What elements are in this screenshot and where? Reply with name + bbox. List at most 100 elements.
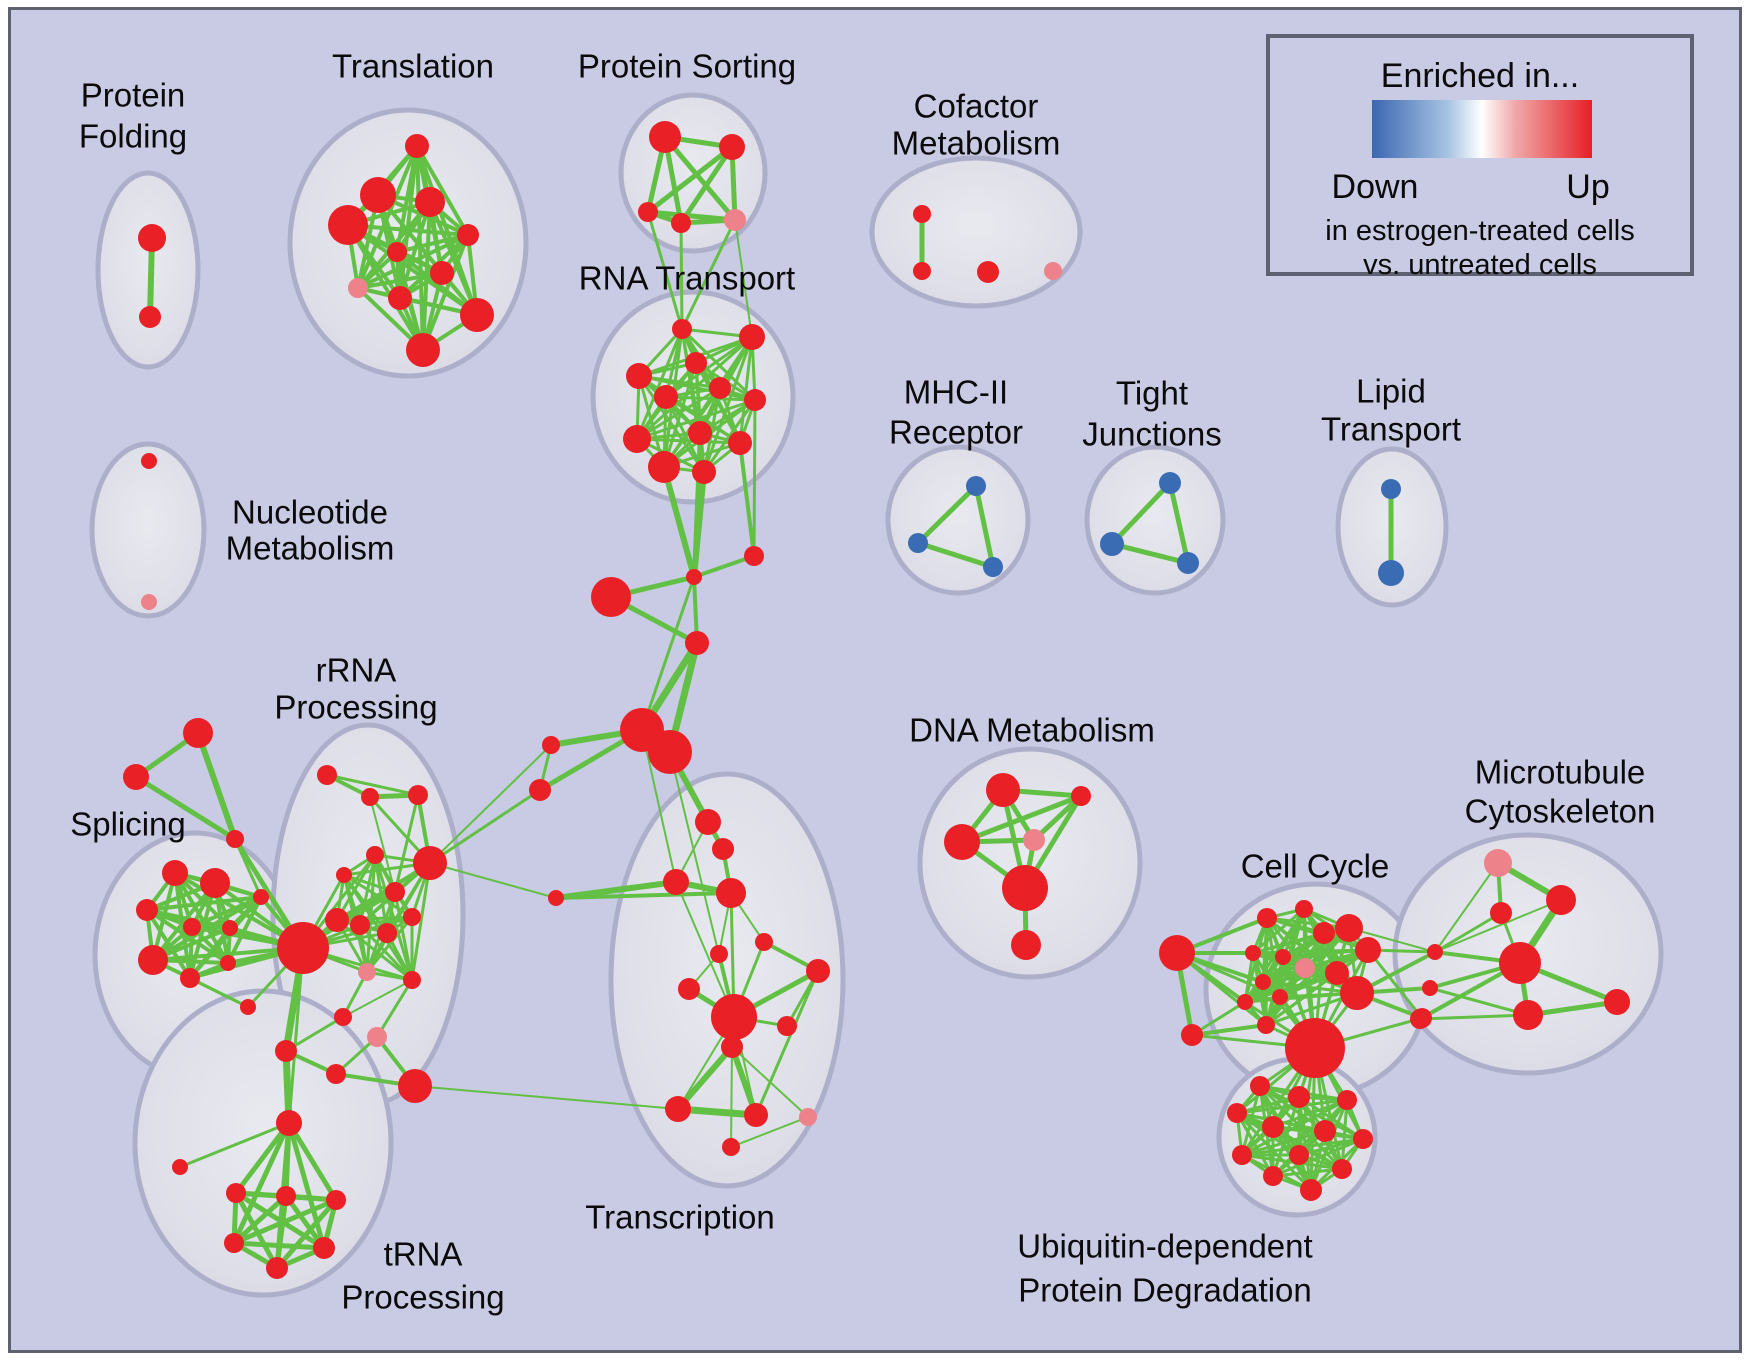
network-edge <box>1109 480 1173 547</box>
node-t12 <box>665 1096 691 1122</box>
node-nm1 <box>141 453 157 469</box>
node-tr2 <box>360 177 396 213</box>
network-edge <box>1434 862 1499 953</box>
network-edge <box>702 398 757 474</box>
cluster-label-cell-cycle: Cell Cycle <box>1241 848 1390 885</box>
node-cc16 <box>1257 1016 1275 1034</box>
node-mh3 <box>983 557 1003 577</box>
node-t7 <box>806 959 830 983</box>
node-cc3 <box>1257 908 1277 928</box>
node-cn3 <box>744 546 764 566</box>
legend-title: Enriched in... <box>1381 57 1579 95</box>
node-t2 <box>712 838 734 860</box>
cluster-label-dna-metabolism: DNA Metabolism <box>909 712 1155 749</box>
node-p4 <box>326 1064 346 1084</box>
network-edge <box>738 441 756 558</box>
node-s7 <box>138 945 168 975</box>
network-edge <box>346 223 425 352</box>
cluster-label-nucleotide-metabolism: Metabolism <box>226 530 395 567</box>
node-t4 <box>716 878 746 908</box>
node-m5 <box>1427 944 1443 960</box>
node-s9 <box>220 955 236 971</box>
network-edge <box>286 1120 339 1203</box>
cluster-label-protein-folding: Protein <box>81 77 186 114</box>
network-edge <box>754 969 820 1117</box>
node-m1 <box>1484 849 1512 877</box>
node-s4 <box>183 918 201 936</box>
node-rt8 <box>688 421 712 445</box>
node-hub2 <box>1285 1018 1345 1078</box>
node-lp2 <box>1378 560 1404 586</box>
node-cn6 <box>648 730 692 774</box>
node-rt9 <box>623 425 651 453</box>
network-edge <box>730 1116 809 1148</box>
node-tj1 <box>1159 472 1181 494</box>
node-m4 <box>1499 942 1541 984</box>
node-u5 <box>1262 1116 1284 1138</box>
node-p1 <box>367 1027 387 1047</box>
cluster-label-trna-processing: Processing <box>341 1279 504 1316</box>
network-edge <box>554 891 733 900</box>
network-edge <box>637 374 757 402</box>
node-s3 <box>136 899 158 921</box>
network-edge <box>233 1190 327 1251</box>
network-edge <box>342 979 413 1018</box>
cluster-ellipse-cofactor-metabolism <box>869 155 1083 309</box>
cluster-label-rrna-processing: Processing <box>274 689 437 726</box>
node-t8 <box>678 978 700 1000</box>
node-p5 <box>398 1069 432 1103</box>
node-r11 <box>403 908 421 926</box>
network-edge <box>1348 927 1436 953</box>
node-tr7 <box>430 261 454 285</box>
network-edge <box>393 890 414 982</box>
node-u1 <box>1250 1076 1270 1096</box>
node-cn7 <box>542 736 560 754</box>
node-t15 <box>722 1138 740 1156</box>
network-edge <box>637 374 706 474</box>
cluster-label-protein-sorting: Protein Sorting <box>578 48 796 85</box>
node-m3 <box>1490 902 1512 924</box>
node-u7 <box>1353 1129 1373 1149</box>
node-pf2 <box>139 306 161 328</box>
node-cc12 <box>1325 961 1349 985</box>
cluster-labels-layer: Protein Folding Translation Protein Sorting… <box>70 48 1655 1316</box>
node-trf1 <box>226 1183 246 1203</box>
network-edge <box>395 233 470 254</box>
node-r6 <box>413 846 447 880</box>
cluster-label-cofactor-metabolism: Metabolism <box>892 125 1061 162</box>
node-trf2 <box>276 1186 296 1206</box>
node-rt3 <box>685 352 707 374</box>
network-edge <box>1167 480 1191 566</box>
network-edge <box>635 327 684 441</box>
network-edge <box>178 1121 291 1169</box>
node-cc5 <box>1245 945 1261 961</box>
node-u12 <box>1300 1179 1322 1201</box>
node-lp1 <box>1381 479 1401 499</box>
cluster-label-lipid-transport: Lipid <box>1356 373 1426 410</box>
node-hub <box>277 922 329 974</box>
node-u8 <box>1232 1145 1252 1165</box>
node-d5 <box>1002 865 1048 911</box>
network-edge <box>414 1085 679 1110</box>
node-cc10 <box>1255 974 1271 990</box>
network-edge <box>410 861 432 982</box>
network-edge <box>915 483 979 546</box>
node-r7 <box>385 882 405 902</box>
network-edge <box>662 134 738 223</box>
node-ps2 <box>719 134 745 160</box>
node-s5 <box>222 920 238 936</box>
node-t1 <box>695 809 721 835</box>
network-edge <box>274 1197 339 1271</box>
network-edge <box>356 144 419 290</box>
node-r1 <box>317 765 337 785</box>
node-p3 <box>275 1040 297 1062</box>
node-cc6 <box>1275 949 1291 965</box>
network-edge <box>674 1105 760 1119</box>
node-ps4 <box>671 213 691 233</box>
node-pf1 <box>138 224 166 252</box>
network-edge <box>734 219 753 338</box>
node-nm2 <box>141 594 157 610</box>
node-cf3 <box>977 261 999 283</box>
node-r8 <box>325 908 349 932</box>
